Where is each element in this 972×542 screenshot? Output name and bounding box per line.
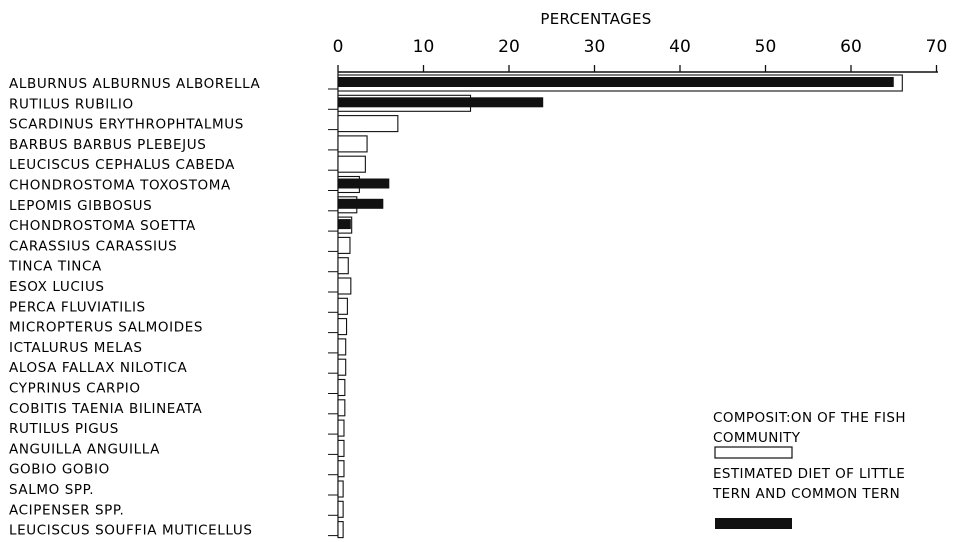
bar-community-composition: [337, 460, 345, 478]
category-label: GOBIO GOBIO: [9, 462, 110, 478]
category-label: CYPRINUS CARPIO: [9, 381, 141, 397]
legend-label-tern-diet: TERN AND COMMON TERN: [712, 486, 900, 502]
x-axis-ticks: 0 10 20 30 40 50 60 70: [333, 37, 948, 72]
category-label: LEUCISCUS SOUFFIA MUTICELLUS: [9, 523, 253, 539]
bar-community-composition: [337, 521, 344, 539]
category-label: ACIPENSER SPP.: [9, 502, 124, 518]
category-label: ANGUILLA ANGUILLA: [9, 441, 160, 457]
x-tick-label: 50: [755, 37, 777, 57]
legend-label-community: COMMUNITY: [713, 430, 801, 446]
legend-label-tern-diet: ESTIMATED DIET OF LITTLE: [713, 466, 905, 482]
legend: COMPOSIT:ON OF THE FISH COMMUNITY ESTIMATE…: [712, 410, 906, 529]
bar-community-composition: [337, 480, 344, 498]
category-label: TINCA TINCA: [8, 259, 102, 275]
bars-group: [328, 74, 903, 539]
bar-tern-diet: [338, 219, 351, 230]
bar-community-composition: [337, 297, 348, 315]
category-label: PERCA FLUVIATILIS: [9, 299, 146, 315]
bar-community-composition: [337, 338, 347, 356]
x-tick-label: 60: [840, 37, 862, 57]
category-label: CHONDROSTOMA TOXOSTOMA: [9, 178, 231, 194]
bar-community-composition: [337, 257, 349, 275]
category-label: LEPOMIS GIBBOSUS: [9, 198, 152, 214]
category-label: ESOX LUCIUS: [9, 279, 105, 295]
legend-swatch-community: [714, 446, 793, 459]
bar-tern-diet: [338, 178, 390, 189]
bar-tern-diet: [338, 198, 384, 209]
x-tick-label: 10: [413, 37, 435, 57]
category-label: MICROPTERUS SALMOIDES: [9, 320, 203, 336]
bar-community-composition: [337, 236, 351, 254]
x-tick-label: 0: [333, 37, 344, 57]
x-tick-label: 40: [669, 37, 691, 57]
category-label: SALMO SPP.: [9, 482, 94, 498]
category-label: RUTILUS PIGUS: [9, 421, 119, 437]
bar-community-composition: [337, 399, 346, 417]
category-label: BARBUS BARBUS PLEBEJUS: [9, 137, 206, 153]
bar-community-composition: [337, 155, 366, 173]
legend-label-community: COMPOSIT:ON OF THE FISH: [713, 410, 906, 426]
category-label: ICTALURUS MELAS: [9, 340, 143, 356]
category-label: ALBURNUS ALBURNUS ALBORELLA: [9, 76, 261, 92]
x-tick-label: 20: [498, 37, 520, 57]
category-label: COBITIS TAENIA BILINEATA: [9, 401, 203, 417]
category-label: SCARDINUS ERYTHROPHTALMUS: [9, 117, 244, 133]
bar-community-composition: [337, 318, 348, 336]
category-label: LEUCISCUS CEPHALUS CABEDA: [9, 157, 235, 173]
bar-tern-diet: [338, 97, 544, 108]
category-label: RUTILUS RUBILIO: [9, 96, 134, 112]
bar-community-composition: [337, 358, 347, 376]
category-label: CARASSIUS CARASSIUS: [9, 238, 177, 254]
category-labels: ALBURNUS ALBURNUS ALBORELLA RUTILUS RUBIL…: [8, 76, 261, 539]
x-tick-label: 30: [584, 37, 606, 57]
bar-community-composition: [337, 115, 399, 133]
category-label: CHONDROSTOMA SOETTA: [9, 218, 196, 234]
legend-swatch-tern-diet: [715, 518, 792, 529]
bar-tern-diet: [338, 77, 894, 87]
bar-community-composition: [337, 277, 352, 295]
bar-community-composition: [337, 419, 345, 437]
bar-community-composition: [337, 378, 346, 397]
bar-community-composition: [337, 439, 345, 457]
category-label: ALOSA FALLAX NILOTICA: [9, 360, 188, 376]
x-axis-title: PERCENTAGES: [540, 10, 651, 28]
x-tick-label: 70: [926, 37, 948, 57]
bar-community-composition: [337, 500, 344, 518]
bar-community-composition: [337, 135, 368, 153]
